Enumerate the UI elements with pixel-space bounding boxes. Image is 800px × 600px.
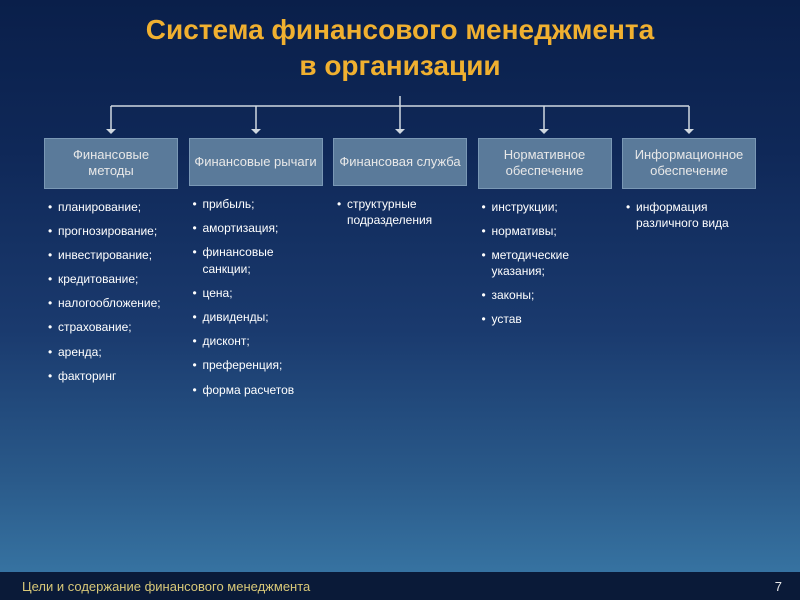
- list-item: амортизация;: [193, 220, 323, 236]
- column-3: Нормативное обеспечение инструкции; нормат…: [478, 138, 612, 406]
- column-list: прибыль; амортизация; финансовые санкции; ц…: [189, 196, 323, 406]
- list-item: законы;: [482, 287, 612, 303]
- list-item: инструкции;: [482, 199, 612, 215]
- column-0: Финансовые методы планирование; прогнозиро…: [44, 138, 178, 406]
- list-item: планирование;: [48, 199, 178, 215]
- list-item: информация различного вида: [626, 199, 756, 231]
- column-header: Финансовая служба: [333, 138, 467, 186]
- column-header: Нормативное обеспечение: [478, 138, 612, 189]
- list-item: прибыль;: [193, 196, 323, 212]
- column-1: Финансовые рычаги прибыль; амортизация; фин…: [189, 138, 323, 406]
- column-list: инструкции; нормативы; методические указан…: [478, 199, 612, 336]
- list-item: аренда;: [48, 344, 178, 360]
- list-item: налогообложение;: [48, 295, 178, 311]
- footer-bar: Цели и содержание финансового менеджмент…: [0, 572, 800, 600]
- list-item: устав: [482, 311, 612, 327]
- column-4: Информационное обеспечение информация раз…: [622, 138, 756, 406]
- column-header: Информационное обеспечение: [622, 138, 756, 189]
- list-item: финансовые санкции;: [193, 244, 323, 276]
- list-item: дисконт;: [193, 333, 323, 349]
- list-item: структурные подразделения: [337, 196, 467, 228]
- list-item: методические указания;: [482, 247, 612, 279]
- list-item: дивиденды;: [193, 309, 323, 325]
- column-header: Финансовые рычаги: [189, 138, 323, 186]
- title-line-2: в организации: [299, 50, 500, 81]
- footer-caption: Цели и содержание финансового менеджмент…: [22, 579, 310, 594]
- column-list: структурные подразделения: [333, 196, 467, 236]
- list-item: форма расчетов: [193, 382, 323, 398]
- list-item: инвестирование;: [48, 247, 178, 263]
- list-item: нормативы;: [482, 223, 612, 239]
- column-2: Финансовая служба структурные подразделен…: [333, 138, 467, 406]
- page-number: 7: [775, 579, 782, 594]
- list-item: преференция;: [193, 357, 323, 373]
- title-line-1: Система финансового менеджмента: [146, 14, 654, 45]
- column-header: Финансовые методы: [44, 138, 178, 189]
- list-item: факторинг: [48, 368, 178, 384]
- connector-diagram: [0, 92, 800, 138]
- list-item: прогнозирование;: [48, 223, 178, 239]
- columns-container: Финансовые методы планирование; прогнозиро…: [0, 138, 800, 406]
- slide-title: Система финансового менеджмента в органи…: [0, 0, 800, 85]
- column-list: информация различного вида: [622, 199, 756, 239]
- list-item: кредитование;: [48, 271, 178, 287]
- list-item: цена;: [193, 285, 323, 301]
- list-item: страхование;: [48, 319, 178, 335]
- column-list: планирование; прогнозирование; инвестирова…: [44, 199, 178, 393]
